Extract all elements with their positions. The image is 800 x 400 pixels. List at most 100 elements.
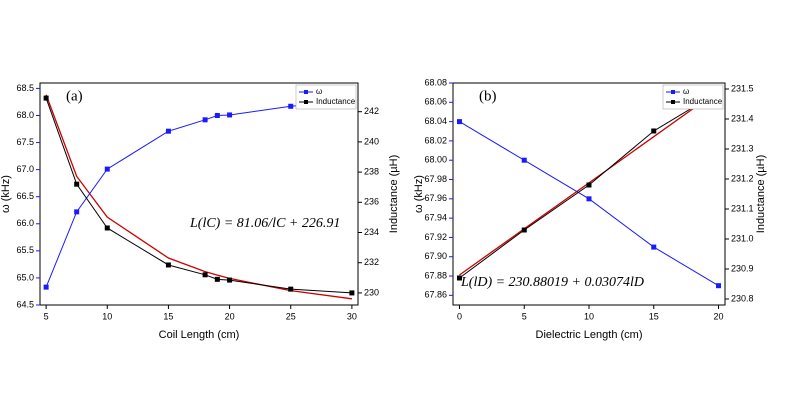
- fit-formula: L(lD) = 230.88019 + 0.03074lD: [460, 275, 644, 290]
- y-tick-label: 67.5: [16, 137, 34, 147]
- y2-tick-label: 231.4: [731, 113, 754, 123]
- y-tick-label: 67.98: [424, 174, 447, 184]
- marker: [202, 272, 208, 278]
- y-tick-label: 66.0: [16, 218, 34, 228]
- legend-label: Inductance: [683, 97, 723, 106]
- marker: [586, 196, 592, 202]
- panel-label: (b): [479, 88, 497, 104]
- x-tick-label: 15: [649, 311, 659, 321]
- legend-label: ω: [683, 87, 689, 96]
- legend-box: [295, 84, 357, 110]
- x-tick-label: 30: [347, 311, 357, 321]
- x-tick-label: 0: [457, 311, 462, 321]
- legend-marker: [671, 90, 675, 94]
- series-line: [45, 97, 352, 294]
- marker: [43, 284, 49, 290]
- marker: [104, 166, 110, 172]
- y-tick-label: 68.5: [16, 83, 34, 93]
- y-tick-label: 68.00: [424, 155, 447, 165]
- y-tick-label: 65.0: [16, 272, 34, 282]
- y2-tick-label: 234: [364, 227, 379, 237]
- marker: [288, 103, 294, 109]
- y-tick-label: 64.5: [16, 299, 34, 309]
- y-tick-label: 67.94: [424, 213, 447, 223]
- marker: [165, 128, 171, 134]
- x-tick-label: 20: [714, 311, 724, 321]
- marker: [456, 119, 462, 125]
- y-tick-label: 67.90: [424, 251, 447, 261]
- marker: [716, 283, 722, 289]
- y-axis-label: ω (kHz): [413, 175, 425, 213]
- y2-tick-label: 230.9: [731, 263, 754, 273]
- y-tick-label: 68.02: [424, 135, 447, 145]
- y2-tick-label: 231.3: [731, 143, 754, 153]
- marker: [456, 275, 462, 281]
- y2-axis-label: Inductance (µH): [388, 155, 400, 233]
- y2-tick-label: 238: [364, 166, 379, 176]
- y-tick-label: 67.88: [424, 270, 447, 280]
- y-tick-label: 68.08: [424, 77, 447, 87]
- x-axis-label: Coil Length (cm): [159, 329, 240, 341]
- y-tick-label: 67.0: [16, 164, 34, 174]
- marker: [227, 112, 233, 118]
- y-tick-label: 68.04: [424, 116, 447, 126]
- marker: [214, 276, 220, 282]
- legend-marker: [304, 90, 308, 94]
- marker: [651, 244, 657, 250]
- x-tick-label: 5: [522, 311, 527, 321]
- x-tick-label: 5: [44, 311, 49, 321]
- marker: [227, 277, 233, 283]
- x-axis-label: Dielectric Length (cm): [536, 329, 643, 341]
- chart-panel: 0 5 10 15 20 67.86 67.88 67.90 67.92 67.94 67.96 67…: [413, 77, 767, 341]
- y2-tick-label: 230: [364, 287, 379, 297]
- panel-label: (a): [66, 88, 83, 104]
- x-tick-label: 25: [286, 311, 296, 321]
- marker: [349, 290, 355, 296]
- legend-label: Inductance: [316, 97, 356, 106]
- x-tick-label: 10: [584, 311, 594, 321]
- y-tick-label: 68.06: [424, 97, 447, 107]
- chart-panel: 5 10 15 20 25 30 64.5 65.0 65.5 66.0 66.5 67.0 67.5 6…: [0, 82, 400, 341]
- legend-box: [662, 84, 724, 110]
- marker: [651, 128, 657, 134]
- x-tick-label: 15: [163, 311, 173, 321]
- y2-tick-label: 240: [364, 136, 379, 146]
- series-line: [45, 100, 352, 288]
- y-tick-label: 68.0: [16, 110, 34, 120]
- marker: [202, 117, 208, 123]
- marker: [74, 181, 80, 187]
- series-line: [459, 121, 719, 287]
- y2-tick-label: 231.0: [731, 233, 754, 243]
- legend-marker: [304, 100, 308, 104]
- y2-tick-label: 242: [364, 106, 379, 116]
- y2-tick-label: 236: [364, 197, 379, 207]
- y2-tick-label: 231.5: [731, 83, 754, 93]
- y-axis-label: ω (kHz): [0, 175, 12, 213]
- marker: [165, 262, 171, 268]
- marker: [104, 225, 110, 231]
- plot-frame: [39, 82, 359, 306]
- y-tick-label: 67.86: [424, 290, 447, 300]
- y2-tick-label: 230.8: [731, 293, 754, 303]
- fit-formula: L(lC) = 81.06/lC + 226.91: [189, 216, 340, 231]
- y2-tick-label: 231.1: [731, 203, 754, 213]
- y-tick-label: 67.92: [424, 232, 447, 242]
- y-tick-label: 67.96: [424, 193, 447, 203]
- y2-axis-label: Inductance (µH): [755, 155, 767, 233]
- legend-marker: [671, 100, 675, 104]
- marker: [288, 286, 294, 292]
- marker: [521, 157, 527, 163]
- y2-tick-label: 231.2: [731, 173, 754, 183]
- x-tick-label: 10: [102, 311, 112, 321]
- y-tick-label: 65.5: [16, 245, 34, 255]
- y-tick-label: 66.5: [16, 191, 34, 201]
- plot-frame: [452, 82, 726, 306]
- marker: [521, 227, 527, 233]
- x-tick-label: 20: [225, 311, 235, 321]
- legend-label: ω: [316, 87, 322, 96]
- marker: [74, 209, 80, 215]
- y2-tick-label: 232: [364, 257, 379, 267]
- fit-line: [45, 94, 352, 300]
- marker: [586, 182, 592, 188]
